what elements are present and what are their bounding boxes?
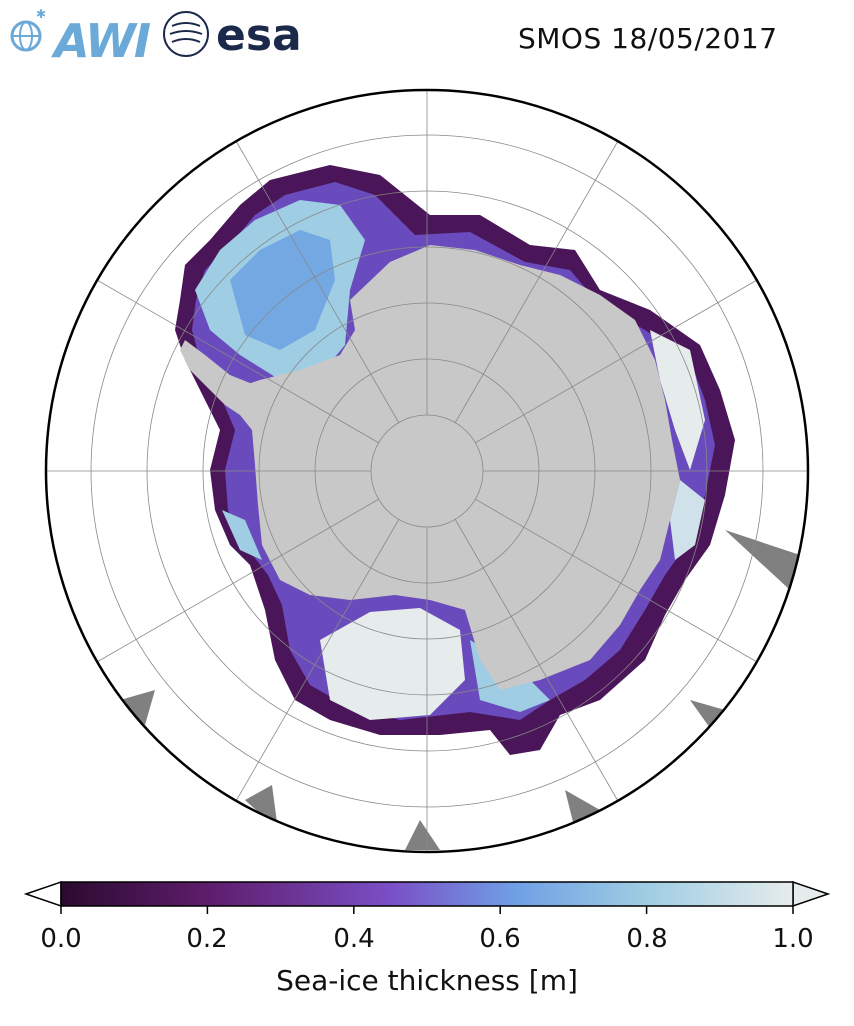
logo-bar: ✱ AWI esa [6,6,306,68]
svg-text:✱: ✱ [36,7,46,21]
sea-ice-weddell-core [230,230,335,350]
colorbar-label: Sea-ice thickness [m] [276,964,578,997]
missing-data-wedge [405,820,440,850]
meridian-gridlines [46,90,808,852]
colorbar-extend-max [792,880,831,908]
esa-logo-text: esa [216,10,302,61]
sea-ice-east-patch-2 [670,480,705,560]
colorbar-tick-label: 0.4 [333,924,375,954]
awi-globe-icon: ✱ [10,7,46,52]
map-boundary [44,88,810,854]
antarctica-land [225,245,680,690]
missing-data-wedge [120,690,155,725]
colorbar-extend-min [23,880,62,908]
sea-ice-ross-thick [320,608,465,720]
missing-data-wedge [565,790,600,830]
sea-ice-east-patch [650,330,705,470]
colorbar-ticks [60,906,794,914]
antarctic-peninsula [180,340,255,405]
colorbar-tick-label: 0.8 [626,924,668,954]
map-date-label: SMOS 18/05/2017 [518,22,778,55]
colorbar [23,880,831,914]
colorbar-tick-label: 0.6 [479,924,521,954]
esa-logo-icon [163,11,209,57]
colorbar-tick-label: 0.2 [186,924,228,954]
sea-ice-west-strip [222,510,262,560]
colorbar-tick-label: 1.0 [772,924,814,954]
colorbar-gradient [60,881,794,907]
missing-data-wedge [725,530,800,590]
awi-logo-text: AWI [54,14,151,68]
colorbar-tick-label: 0.0 [40,924,82,954]
